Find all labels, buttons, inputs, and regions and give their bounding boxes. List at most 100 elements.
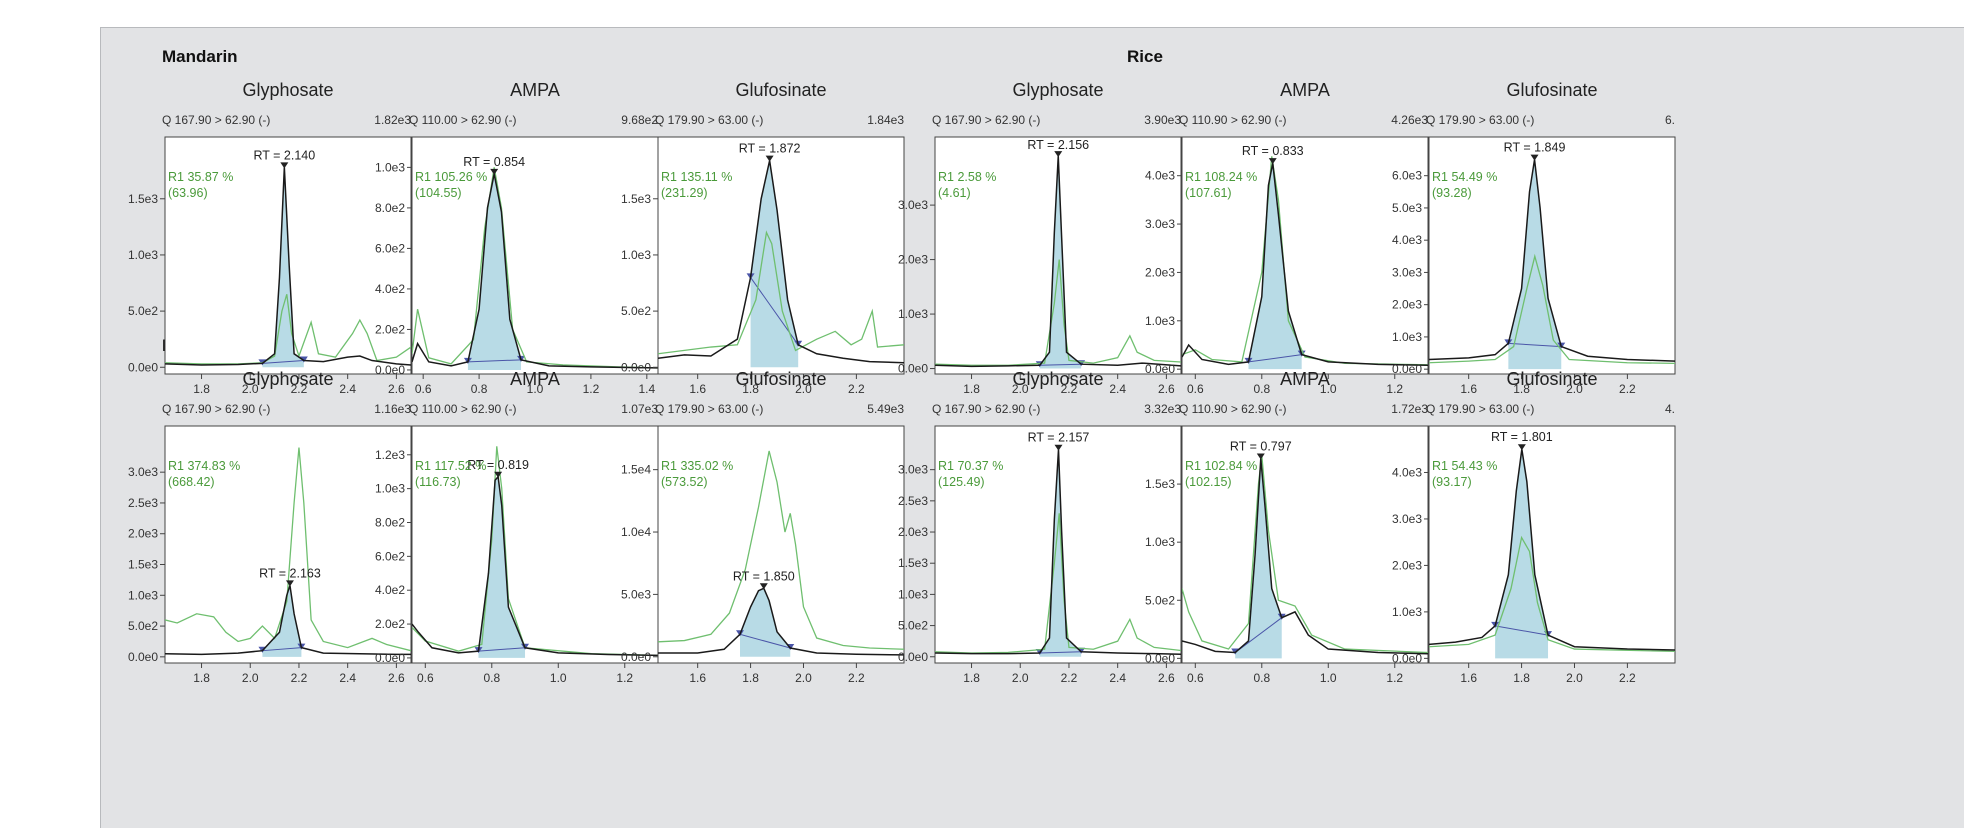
rt-label: RT = 0.854 bbox=[463, 155, 525, 169]
x-tick-label: 1.4 bbox=[638, 382, 655, 396]
integration-baseline bbox=[1248, 354, 1302, 363]
x-tick-label: 2.6 bbox=[1158, 382, 1175, 396]
x-tick-label: 0.8 bbox=[483, 671, 500, 685]
x-tick-label: 1.0 bbox=[1320, 671, 1337, 685]
intensity-label: 3.32e3 bbox=[1144, 402, 1181, 416]
peak-area bbox=[467, 173, 522, 370]
y-tick-label: 2.5e3 bbox=[128, 496, 158, 510]
ion-ratio-label: R1 105.26 % bbox=[415, 170, 487, 184]
plot-traces bbox=[1182, 156, 1428, 370]
y-tick-label: 2.0e3 bbox=[1145, 265, 1175, 279]
x-tick-label: 2.2 bbox=[291, 382, 308, 396]
chart-fluor-glufosinate: Glufosinate Q 179.90 > 63.00 (-) 4. RT = 1.… bbox=[1392, 369, 1676, 685]
y-tick-label: 5.0e2 bbox=[621, 304, 651, 318]
intensity-label: 4.26e3 bbox=[1391, 113, 1428, 127]
y-tick-label: 0.0e0 bbox=[1392, 362, 1422, 376]
x-tick-label: 2.4 bbox=[339, 671, 356, 685]
transition-label: Q 110.90 > 62.90 (-) bbox=[1179, 402, 1287, 416]
intensity-label: 3.90e3 bbox=[1144, 113, 1181, 127]
ion-ratio-label: R1 117.52 % bbox=[415, 459, 486, 473]
chart-rice-glufosinate: Glufosinate Q 179.90 > 63.00 (-) 6. RT = 1.… bbox=[1392, 80, 1676, 396]
x-tick-label: 1.0 bbox=[1320, 382, 1337, 396]
group-label-rice: Rice bbox=[1127, 47, 1163, 66]
analyte-title: AMPA bbox=[510, 369, 560, 389]
chart-barley-glufosinate: Glufosinate Q 179.90 > 63.00 (-) 5.49e3 RT … bbox=[621, 369, 905, 685]
x-tick-label: 0.8 bbox=[1253, 671, 1270, 685]
chart-barley-ampa: AMPA Q 110.00 > 62.90 (-) 1.07e3 RT = 0.819… bbox=[375, 369, 659, 685]
y-tick-label: 0.0e0 bbox=[621, 360, 651, 374]
intensity-label: 5.49e3 bbox=[867, 402, 904, 416]
x-tick-label: 1.8 bbox=[742, 382, 759, 396]
transition-label: Q 167.90 > 62.90 (-) bbox=[932, 402, 1040, 416]
ion-ratio-reference: (231.29) bbox=[661, 186, 708, 200]
integration-baseline bbox=[739, 633, 791, 649]
y-tick-label: 3.0e3 bbox=[1145, 217, 1175, 231]
x-tick-label: 1.8 bbox=[1513, 382, 1530, 396]
intensity-label: 1.16e3 bbox=[374, 402, 411, 416]
y-tick-label: 1.0e3 bbox=[128, 588, 158, 602]
analyte-title: Glufosinate bbox=[1506, 369, 1597, 389]
y-tick-label: 1.5e3 bbox=[128, 192, 158, 206]
ion-ratio-reference: (93.28) bbox=[1432, 186, 1472, 200]
ion-ratio-reference: (63.96) bbox=[168, 186, 208, 200]
x-tick-label: 1.2 bbox=[616, 671, 633, 685]
y-tick-label: 4.0e2 bbox=[375, 282, 405, 296]
y-tick-label: 1.0e3 bbox=[898, 587, 928, 601]
rt-label: RT = 0.819 bbox=[467, 458, 529, 472]
chart-fluor-glyphosate: Glyphosate Q 167.90 > 62.90 (-) 3.32e3 RT =… bbox=[898, 369, 1182, 685]
qualifier-trace bbox=[658, 450, 904, 650]
peak-area bbox=[262, 167, 304, 368]
y-tick-label: 0.0e0 bbox=[1145, 362, 1175, 376]
plot-traces bbox=[412, 446, 658, 658]
plot-traces bbox=[165, 167, 411, 368]
x-tick-label: 1.2 bbox=[1386, 671, 1403, 685]
ion-ratio-reference: (107.61) bbox=[1185, 186, 1232, 200]
sample-trace bbox=[658, 160, 904, 364]
ion-ratio-label: R1 135.11 % bbox=[661, 170, 732, 184]
y-tick-label: 0.0e0 bbox=[375, 363, 405, 377]
x-tick-label: 1.8 bbox=[193, 671, 210, 685]
x-tick-label: 2.4 bbox=[339, 382, 356, 396]
analyte-title: AMPA bbox=[1280, 369, 1330, 389]
y-tick-label: 1.0e3 bbox=[1392, 330, 1422, 344]
plot-area bbox=[657, 425, 905, 664]
ion-ratio-label: R1 374.83 % bbox=[168, 459, 240, 473]
intensity-label: 1.84e3 bbox=[867, 113, 904, 127]
ion-ratio-label: R1 108.24 % bbox=[1185, 170, 1257, 184]
x-tick-label: 1.6 bbox=[689, 671, 706, 685]
x-tick-label: 2.0 bbox=[242, 671, 259, 685]
apex-marker bbox=[759, 583, 768, 590]
intensity-label: 6. bbox=[1665, 113, 1675, 127]
x-tick-label: 1.8 bbox=[963, 382, 980, 396]
peak-area bbox=[1508, 159, 1562, 370]
qualifier-trace bbox=[1429, 535, 1675, 653]
apex-marker bbox=[1268, 158, 1277, 165]
peak-area bbox=[478, 476, 526, 658]
y-tick-label: 1.5e4 bbox=[621, 463, 651, 477]
x-tick-label: 1.6 bbox=[1460, 671, 1477, 685]
analyte-title: Glufosinate bbox=[735, 80, 826, 100]
transition-label: Q 167.90 > 62.90 (-) bbox=[162, 402, 270, 416]
peak-area bbox=[1039, 449, 1082, 657]
y-tick-label: 2.0e3 bbox=[128, 527, 158, 541]
integration-baseline bbox=[467, 359, 522, 363]
transition-label: Q 110.00 > 62.90 (-) bbox=[409, 113, 517, 127]
x-tick-label: 2.2 bbox=[1061, 382, 1078, 396]
sample-trace bbox=[412, 173, 658, 369]
x-tick-label: 2.4 bbox=[1109, 382, 1126, 396]
y-tick-label: 2.0e3 bbox=[898, 253, 928, 267]
analyte-title: AMPA bbox=[1280, 80, 1330, 100]
x-tick-label: 2.0 bbox=[795, 382, 812, 396]
x-tick-label: 1.0 bbox=[527, 382, 544, 396]
x-tick-label: 1.8 bbox=[1513, 671, 1530, 685]
transition-label: Q 167.90 > 62.90 (-) bbox=[932, 113, 1040, 127]
ion-ratio-label: R1 35.87 % bbox=[168, 170, 233, 184]
qualifier-trace bbox=[1429, 253, 1675, 365]
x-tick-label: 0.8 bbox=[1253, 382, 1270, 396]
y-tick-label: 2.0e3 bbox=[1392, 558, 1422, 572]
x-tick-label: 0.6 bbox=[415, 382, 432, 396]
y-tick-label: 5.0e2 bbox=[128, 619, 158, 633]
x-tick-label: 2.4 bbox=[1109, 671, 1126, 685]
group-label-mandarin: Mandarin bbox=[162, 47, 238, 66]
y-tick-label: 0.0e0 bbox=[128, 360, 158, 374]
